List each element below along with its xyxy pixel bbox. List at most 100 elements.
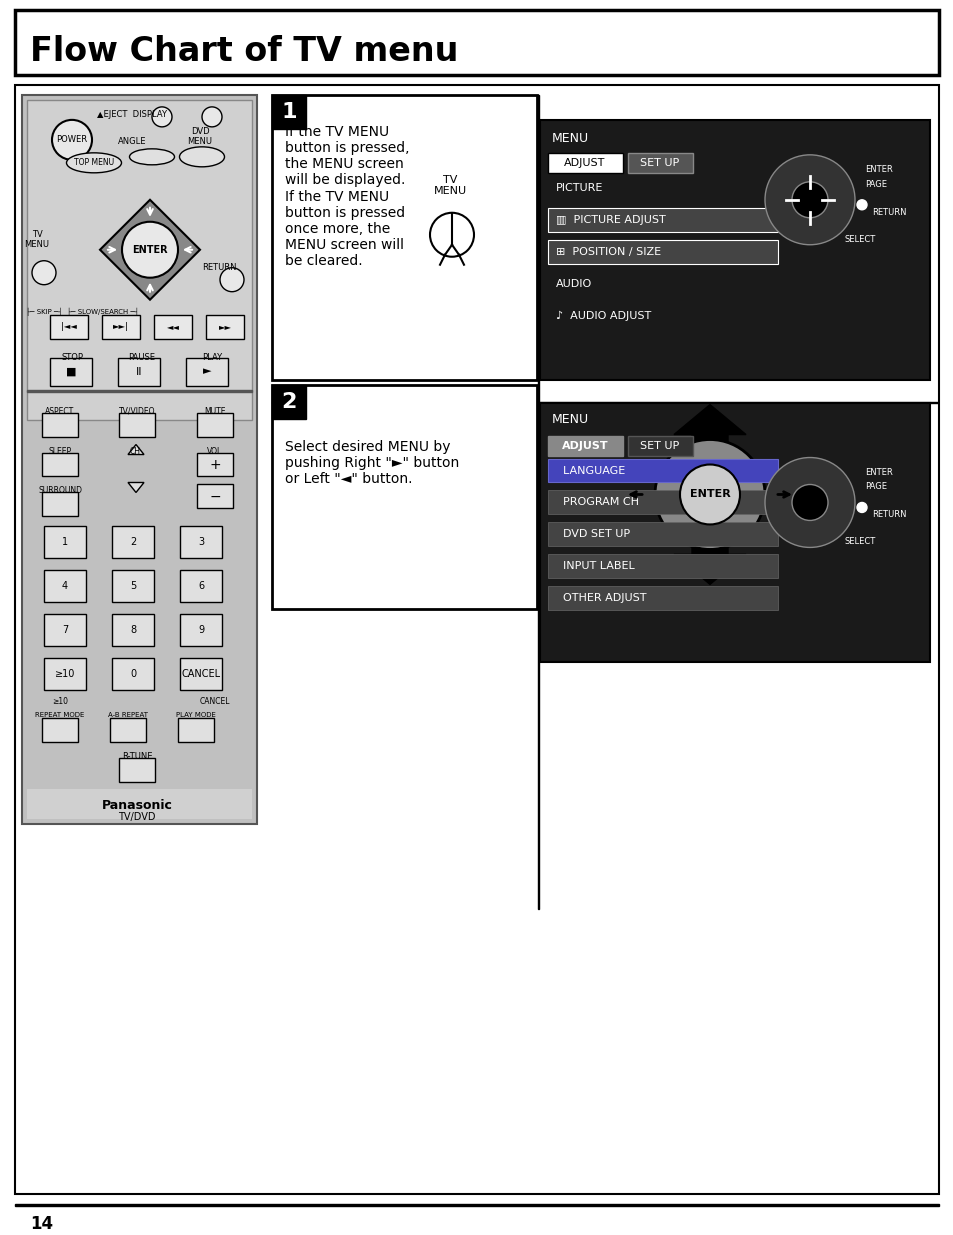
Polygon shape: [100, 200, 200, 300]
Text: 2: 2: [130, 537, 136, 547]
Bar: [547, 153, 622, 173]
Text: ▥  PICTURE ADJUST: ▥ PICTURE ADJUST: [556, 215, 665, 225]
Bar: [27, 100, 252, 420]
Bar: [44, 658, 86, 690]
Text: TV/DVD: TV/DVD: [118, 813, 155, 823]
Bar: [15, 10, 938, 75]
Text: ►►: ►►: [218, 322, 232, 331]
Circle shape: [856, 503, 866, 513]
Text: 1: 1: [281, 101, 296, 122]
Text: TV
MENU: TV MENU: [433, 175, 466, 196]
Bar: [206, 315, 244, 338]
Text: 8: 8: [130, 625, 136, 635]
Text: 7: 7: [62, 625, 68, 635]
Bar: [547, 240, 778, 264]
Text: INPUT LABEL: INPUT LABEL: [556, 562, 634, 572]
Text: ENTER: ENTER: [864, 164, 892, 174]
Text: ■: ■: [66, 367, 76, 377]
Bar: [27, 789, 252, 819]
Text: RETURN: RETURN: [871, 207, 905, 217]
Text: 6: 6: [197, 582, 204, 592]
Bar: [27, 389, 252, 391]
Polygon shape: [673, 525, 745, 584]
Polygon shape: [673, 405, 745, 464]
Text: 14: 14: [30, 1215, 53, 1233]
Text: ▲EJECT  DISPLAY: ▲EJECT DISPLAY: [97, 110, 167, 119]
Text: CANCEL: CANCEL: [181, 669, 220, 679]
Text: Flow Chart of TV menu: Flow Chart of TV menu: [30, 36, 457, 68]
Bar: [180, 526, 222, 558]
Text: REPEAT MODE: REPEAT MODE: [35, 713, 85, 719]
Text: ≥10: ≥10: [52, 698, 68, 706]
Text: ◄◄: ◄◄: [167, 322, 179, 331]
Text: ADJUST: ADJUST: [561, 441, 608, 451]
Bar: [547, 522, 778, 546]
Text: −: −: [209, 489, 220, 504]
Text: ANGLE: ANGLE: [117, 137, 146, 146]
Text: R-TUNE: R-TUNE: [122, 752, 152, 761]
Text: CH: CH: [130, 447, 140, 456]
Bar: [118, 358, 160, 385]
Text: TV
MENU: TV MENU: [25, 230, 50, 249]
Text: TV/VIDEO: TV/VIDEO: [118, 406, 155, 415]
Bar: [50, 358, 91, 385]
Bar: [627, 436, 692, 456]
Bar: [547, 436, 622, 456]
Text: ASPECT: ASPECT: [46, 406, 74, 415]
Circle shape: [679, 464, 740, 525]
Bar: [272, 384, 537, 609]
Bar: [627, 153, 692, 173]
Circle shape: [32, 261, 56, 285]
Bar: [153, 315, 192, 338]
Bar: [272, 95, 306, 128]
Bar: [42, 493, 78, 516]
Text: MUTE: MUTE: [204, 406, 226, 415]
Text: LANGUAGE: LANGUAGE: [556, 466, 624, 475]
Text: SELECT: SELECT: [844, 537, 876, 546]
Text: SURROUND: SURROUND: [38, 487, 82, 495]
Text: ENTER: ENTER: [132, 245, 168, 254]
Circle shape: [764, 154, 854, 245]
Bar: [547, 555, 778, 578]
Text: 3: 3: [197, 537, 204, 547]
Text: MENU: MENU: [552, 412, 589, 426]
Bar: [110, 719, 146, 742]
Text: RETURN: RETURN: [202, 263, 236, 272]
Polygon shape: [128, 483, 144, 493]
Text: Panasonic: Panasonic: [101, 799, 172, 813]
Text: PLAY: PLAY: [202, 353, 222, 362]
Polygon shape: [128, 445, 144, 454]
Bar: [44, 571, 86, 603]
Circle shape: [791, 182, 827, 217]
Circle shape: [152, 107, 172, 127]
Bar: [547, 587, 778, 610]
Bar: [547, 490, 778, 515]
Text: STOP: STOP: [61, 353, 83, 362]
Bar: [42, 719, 78, 742]
Bar: [119, 758, 154, 782]
Bar: [22, 95, 256, 824]
Bar: [196, 412, 233, 436]
Bar: [42, 452, 78, 477]
Bar: [547, 130, 787, 152]
Text: ►►|: ►►|: [113, 322, 129, 331]
Text: 2: 2: [281, 391, 296, 411]
Circle shape: [202, 107, 222, 127]
Bar: [180, 614, 222, 646]
Circle shape: [220, 268, 244, 291]
Text: CANCEL: CANCEL: [199, 698, 230, 706]
Text: 1: 1: [62, 537, 68, 547]
Text: ENTER: ENTER: [689, 489, 730, 499]
Bar: [196, 484, 233, 509]
Text: SET UP: SET UP: [639, 158, 679, 168]
Text: SLEEP: SLEEP: [49, 447, 71, 456]
Text: ≥10: ≥10: [54, 669, 75, 679]
Text: A-B REPEAT: A-B REPEAT: [108, 713, 148, 719]
Text: MENU: MENU: [552, 132, 589, 144]
Circle shape: [764, 457, 854, 547]
Bar: [539, 403, 929, 662]
Text: ADJUST: ADJUST: [564, 158, 605, 168]
Text: ►: ►: [203, 367, 211, 377]
Circle shape: [791, 484, 827, 520]
Text: TOP MENU: TOP MENU: [74, 158, 114, 167]
